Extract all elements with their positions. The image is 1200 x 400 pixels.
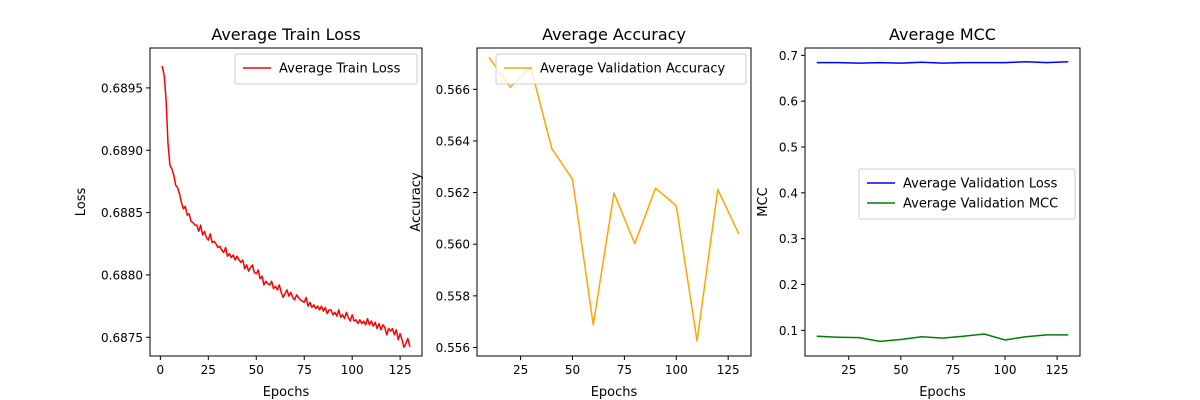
y-axis-label: Loss [74, 188, 89, 217]
plot-area-frame [476, 47, 752, 357]
y-axis-label: Accuracy [409, 172, 424, 232]
y-tick-label: 0.564 [436, 134, 470, 148]
x-axis-label: Epochs [263, 385, 310, 400]
x-tick-label: 100 [994, 363, 1017, 377]
chart-panel-1: 0 25 50 75 100 125 0.6875 0.6880 0.6885 0.6890 0.6… [74, 25, 423, 400]
chart-title: Average Accuracy [542, 25, 686, 44]
legend-frame [234, 53, 418, 85]
y-tick-label: 0.1 [779, 324, 798, 338]
y-tick-label: 0.6885 [101, 206, 143, 220]
y-tick-label: 0.558 [436, 289, 470, 303]
x-tick-label: 75 [617, 363, 632, 377]
legend-label: Average Validation Accuracy [540, 62, 725, 77]
y-tick-label: 0.560 [436, 238, 470, 252]
y-tick-label: 0.4 [779, 186, 798, 200]
y-tick-label: 0.6890 [101, 144, 143, 158]
legend-frame [858, 168, 1076, 220]
x-tick-label: 50 [893, 363, 908, 377]
y-tick-label: 0.6 [779, 95, 798, 109]
y-tick-label: 0.556 [436, 341, 470, 355]
legend: Average Train Loss [234, 53, 418, 85]
x-tick-label: 25 [513, 363, 528, 377]
legend-label: Average Validation MCC [903, 197, 1058, 212]
y-tick-label: 0.6880 [101, 268, 143, 282]
chart-panel-2: 25 50 75 100 125 0.556 0.558 0.560 0.562 0.564 0.5… [409, 25, 752, 400]
y-tick-label: 0.2 [779, 278, 798, 292]
series-line-1 [161, 65, 411, 349]
series-line-1 [816, 60, 1069, 64]
chart-title: Average MCC [889, 25, 996, 44]
plot-area-frame [149, 47, 423, 357]
x-tick-label: 125 [717, 363, 740, 377]
y-tick-label: 0.7 [779, 49, 798, 63]
x-tick-label: 0 [157, 363, 165, 377]
plot-area-frame [804, 47, 1081, 357]
legend-label: Average Validation Loss [903, 177, 1058, 192]
series-line-2 [816, 333, 1069, 343]
y-tick-label: 0.5 [779, 141, 798, 155]
chart-panel-3: 25 50 75 100 125 0.1 0.2 0.3 0.4 0.5 0.6 0.7 Average… [756, 25, 1081, 400]
x-tick-label: 100 [341, 363, 364, 377]
x-tick-label: 75 [945, 363, 960, 377]
y-tick-label: 0.562 [436, 186, 470, 200]
x-axis-label: Epochs [591, 385, 638, 400]
x-tick-label: 125 [389, 363, 412, 377]
chart-title: Average Train Loss [211, 25, 360, 44]
x-tick-label: 25 [201, 363, 216, 377]
x-tick-label: 75 [297, 363, 312, 377]
x-tick-label: 100 [665, 363, 688, 377]
y-tick-label: 0.6895 [101, 81, 143, 95]
x-tick-label: 25 [841, 363, 856, 377]
x-tick-label: 125 [1046, 363, 1069, 377]
x-tick-label: 50 [565, 363, 580, 377]
legend-frame [495, 53, 747, 85]
legend: Average Validation Loss Average Validatio… [858, 168, 1076, 220]
x-axis-label: Epochs [919, 385, 966, 400]
y-tick-label: 0.566 [436, 83, 470, 97]
x-tick-label: 50 [249, 363, 264, 377]
legend: Average Validation Accuracy [495, 53, 747, 85]
y-tick-label: 0.3 [779, 232, 798, 246]
y-axis-label: MCC [756, 187, 771, 216]
legend-label: Average Train Loss [279, 62, 401, 77]
y-tick-label: 0.6875 [101, 331, 143, 345]
